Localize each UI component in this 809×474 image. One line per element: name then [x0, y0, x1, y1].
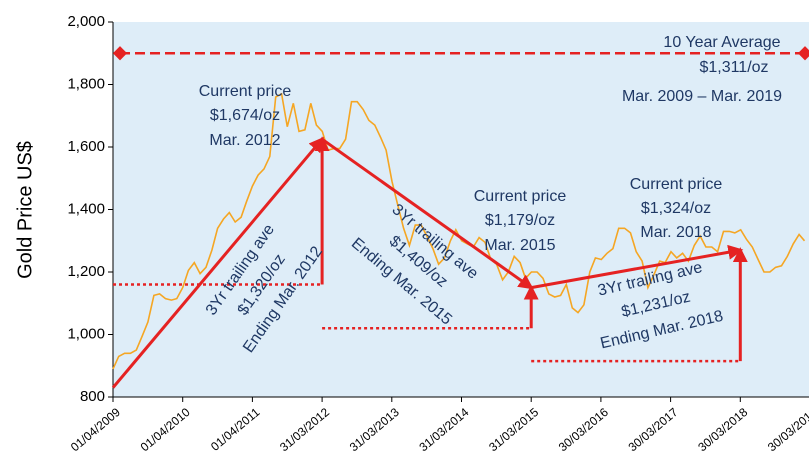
- x-tick-label: 30/03/2017: [626, 405, 681, 455]
- annotation-text: Mar. 2009 – Mar. 2019: [622, 88, 782, 105]
- y-tick-label: 800: [80, 388, 105, 405]
- annotation-text: $1,674/oz: [210, 107, 280, 124]
- annotation-text: Current price: [630, 176, 723, 193]
- x-tick-label: 30/03/2018: [695, 405, 750, 455]
- annotation-text: $1,179/oz: [485, 212, 555, 229]
- annotation-text: Mar. 2012: [209, 132, 280, 149]
- y-tick-label: 1,200: [67, 263, 105, 280]
- trend-arrow: [530, 244, 744, 290]
- x-tick-label: 31/03/2013: [347, 405, 402, 455]
- x-tick-label: 31/03/2014: [416, 405, 471, 455]
- x-tick-label: 01/04/2009: [68, 405, 123, 455]
- y-tick-label: 1,400: [67, 200, 105, 217]
- y-tick-label: 2,000: [67, 13, 105, 30]
- trend-arrow: [321, 137, 534, 290]
- x-tick-label: 31/03/2012: [277, 405, 332, 455]
- plot-background: [113, 22, 809, 397]
- annotation-text: Mar. 2018: [640, 224, 711, 241]
- annotation-text: Current price: [474, 188, 567, 205]
- annotation-text: $1,311/oz: [699, 59, 768, 76]
- annotation-text: 10 Year Average: [663, 34, 780, 51]
- trend-arrow: [111, 136, 325, 389]
- y-tick-label: 1,600: [67, 138, 105, 155]
- annotation-text: Current price: [199, 83, 292, 100]
- x-tick-label: 30/03/2019: [765, 405, 809, 455]
- y-axis-label: Gold Price US$: [14, 141, 36, 279]
- x-tick-label: 01/04/2010: [138, 405, 193, 455]
- y-tick-label: 1,800: [67, 75, 105, 92]
- annotation-text: $1,324/oz: [641, 200, 711, 217]
- x-tick-label: 01/04/2011: [208, 405, 263, 454]
- x-tick-label: 31/03/2015: [486, 405, 541, 455]
- x-tick-label: 30/03/2016: [556, 405, 611, 455]
- annotation-text: Mar. 2015: [484, 237, 555, 254]
- y-tick-label: 1,000: [67, 325, 105, 342]
